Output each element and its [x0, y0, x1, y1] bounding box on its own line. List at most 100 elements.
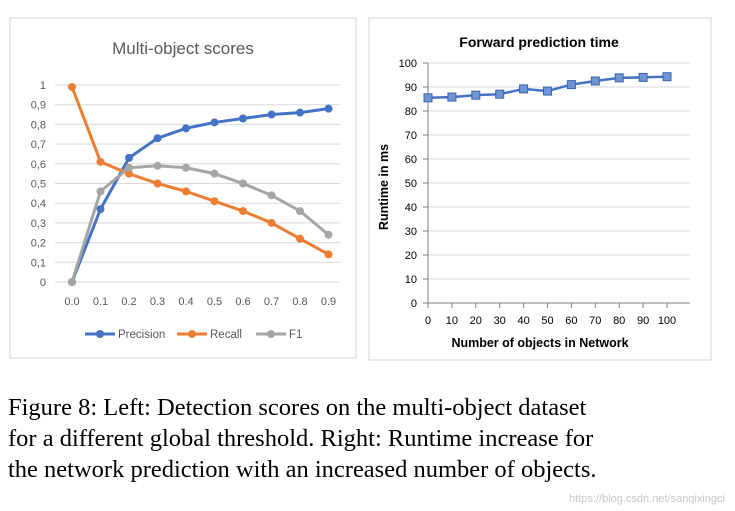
- data-point-f1: [324, 230, 333, 239]
- data-point-precision: [296, 108, 304, 117]
- left-x-tick-label: 0.6: [235, 296, 250, 308]
- data-point-runtime: [471, 90, 481, 100]
- data-point-runtime: [638, 72, 648, 82]
- caption-line: the network prediction with an increased…: [8, 456, 597, 483]
- left-y-tick-label: 0: [40, 277, 46, 289]
- data-point-runtime: [590, 76, 600, 86]
- caption-line: Figure 8: Left: Detection scores on the …: [8, 394, 587, 421]
- right-x-tick-label: 90: [637, 315, 649, 327]
- data-point-precision: [153, 134, 162, 143]
- left-y-tick-label: 0,5: [31, 179, 46, 191]
- left-y-tick-label: 0,4: [31, 198, 46, 210]
- figure: Multi-object scores 0 0,1 0,2 0,3 0,4 0,5 0,6 0…: [9, 17, 712, 361]
- data-point-runtime: [423, 93, 433, 103]
- left-y-tick-label: 0,6: [31, 159, 46, 171]
- right-chart-frame: [368, 17, 712, 361]
- data-point-precision: [125, 153, 133, 162]
- left-chart-x-ticks: 0.0 0.1 0.2 0.3 0.4 0.5 0.6 0.7 0.8 0.9: [64, 296, 336, 308]
- left-x-tick-label: 0.1: [93, 296, 108, 308]
- watermark: https://blog.csdn.net/sanqixingci: [569, 493, 725, 505]
- left-chart-title: Multi-object scores: [112, 39, 254, 58]
- right-chart-x-label: Number of objects in Network: [451, 336, 628, 350]
- legend-marker-recall: [188, 330, 196, 338]
- right-chart-y-ticks: 0 10 20 30 40 50 60 70 80 90 100: [399, 58, 417, 310]
- data-point-precision: [182, 124, 190, 133]
- left-chart-gridlines: [55, 84, 340, 283]
- legend-marker-f1: [267, 330, 275, 338]
- legend-label-f1: F1: [289, 329, 302, 341]
- right-chart-title: Forward prediction time: [459, 34, 619, 50]
- left-x-tick-label: 0.9: [321, 296, 336, 308]
- right-y-tick-label: 60: [405, 154, 417, 166]
- left-x-tick-label: 0.3: [150, 296, 165, 308]
- right-chart-y-label: Runtime in ms: [377, 144, 391, 230]
- left-y-tick-label: 0,3: [31, 218, 46, 230]
- right-y-tick-label: 20: [405, 250, 417, 262]
- left-y-tick-label: 0,2: [31, 238, 46, 250]
- data-point-runtime: [495, 89, 505, 99]
- right-x-tick-label: 70: [589, 315, 601, 327]
- right-chart-gridlines: [423, 62, 690, 308]
- left-x-tick-label: 0.5: [207, 296, 222, 308]
- right-y-tick-label: 40: [405, 202, 417, 214]
- data-point-f1: [267, 191, 276, 200]
- right-chart-series: [423, 72, 672, 103]
- data-point-precision: [324, 104, 333, 113]
- data-point-recall: [182, 187, 190, 196]
- data-point-precision: [96, 205, 105, 214]
- left-x-tick-label: 0.2: [121, 296, 136, 308]
- right-y-tick-label: 70: [405, 130, 417, 142]
- data-point-precision: [239, 114, 247, 123]
- right-y-tick-label: 50: [405, 178, 417, 190]
- data-point-f1: [96, 187, 105, 196]
- right-x-tick-label: 0: [425, 315, 431, 327]
- legend-label-precision: Precision: [118, 329, 165, 341]
- right-x-tick-label: 20: [470, 315, 482, 327]
- series-line-precision: [70, 107, 329, 283]
- data-point-recall: [267, 218, 276, 227]
- data-point-runtime: [566, 80, 576, 90]
- data-point-precision: [210, 118, 219, 127]
- left-y-tick-label: 0,1: [31, 257, 46, 269]
- series-line-f1: [70, 164, 330, 283]
- left-x-tick-label: 0.0: [64, 296, 79, 308]
- left-chart-y-ticks: 0 0,1 0,2 0,3 0,4 0,5 0,6 0,7 0,8 0,9 1: [31, 80, 46, 289]
- right-y-tick-label: 10: [405, 274, 417, 286]
- left-chart-series: [68, 82, 333, 286]
- data-point-precision: [267, 110, 276, 119]
- data-point-recall: [68, 82, 76, 91]
- left-y-tick-label: 0,8: [31, 119, 46, 131]
- data-point-recall: [153, 179, 162, 188]
- data-point-runtime: [662, 72, 672, 82]
- caption-line: for a different global threshold. Right:…: [8, 425, 594, 452]
- right-x-tick-label: 50: [541, 315, 553, 327]
- data-point-f1: [182, 163, 190, 172]
- data-point-recall: [324, 250, 333, 259]
- right-y-tick-label: 0: [411, 298, 417, 310]
- data-point-f1: [125, 163, 133, 172]
- left-y-tick-label: 0,7: [31, 139, 46, 151]
- data-point-runtime: [519, 84, 529, 94]
- data-point-recall: [210, 197, 219, 206]
- left-chart: Multi-object scores 0 0,1 0,2 0,3 0,4 0,5 0,6 0…: [9, 17, 357, 359]
- right-chart-x-ticks: 0 10 20 30 40 50 60 70 80 90 100: [425, 315, 676, 327]
- data-point-f1: [153, 161, 162, 170]
- legend-label-recall: Recall: [210, 329, 242, 341]
- data-point-f1: [239, 179, 247, 188]
- data-point-runtime: [447, 92, 457, 102]
- right-chart: Forward prediction time 0 10 20 30 40 50 60 70 8…: [368, 17, 712, 361]
- right-y-tick-label: 90: [405, 82, 417, 94]
- data-point-recall: [96, 157, 105, 166]
- left-x-tick-label: 0.4: [178, 296, 193, 308]
- left-chart-frame: [9, 17, 357, 359]
- left-y-tick-label: 1: [40, 80, 46, 92]
- data-point-recall: [296, 234, 304, 243]
- right-x-tick-label: 30: [494, 315, 506, 327]
- data-point-f1: [210, 169, 219, 178]
- legend-marker-precision: [96, 330, 104, 338]
- figure-caption: Figure 8: Left: Detection scores on the …: [8, 392, 728, 485]
- right-y-tick-label: 80: [405, 106, 417, 118]
- right-x-tick-label: 100: [658, 315, 676, 327]
- data-point-recall: [239, 207, 247, 216]
- data-point-runtime: [543, 86, 552, 96]
